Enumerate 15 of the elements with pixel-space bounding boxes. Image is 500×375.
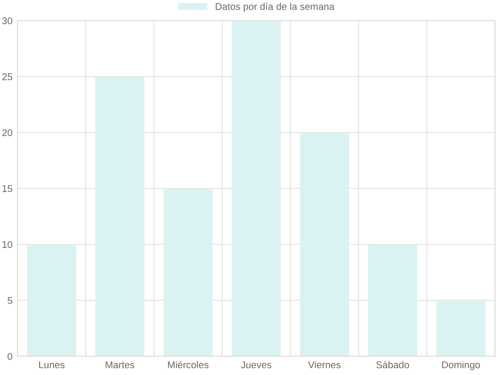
x-tick-label: Sábado [376,360,410,368]
y-tick-label: 5 [8,297,12,304]
y-tick-label: 10 [2,241,12,248]
x-tick-label: Domingo [442,361,480,370]
y-tick-label: 30 [2,17,12,24]
x-tick-label: Miércoles [168,360,208,368]
x-tick-label: Lunes [39,361,64,368]
y-tick-label: 20 [2,129,12,136]
x-tick-label: Viernes [308,361,341,368]
x-tick-label: Jueves [241,361,272,368]
legend-label: Datos por día de la semana [216,2,334,12]
y-tick-label: 0 [8,352,12,360]
y-tick-label: 25 [2,73,12,80]
y-tick-label: 15 [2,185,12,192]
x-tick-label: Martes [106,361,134,368]
